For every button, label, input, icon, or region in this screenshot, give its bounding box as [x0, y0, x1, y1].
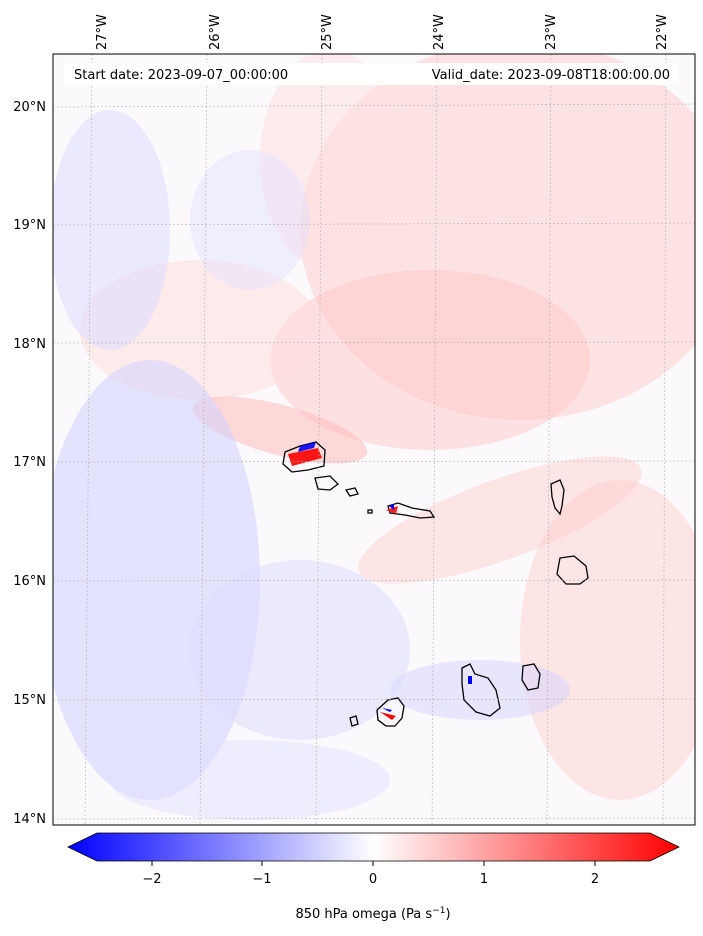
colorbar-body [67, 832, 680, 862]
colorbar-label: 850 hPa omega (Pa s−1) [295, 906, 450, 922]
colorbar-ticks [151, 861, 596, 866]
omega-field [53, 54, 695, 825]
colorbar-tick-label: −1 [252, 872, 271, 887]
colorbar-tick-label: 1 [480, 872, 488, 887]
lon-axis: 27°W 26°W 25°W 24°W 23°W 22°W [95, 14, 670, 50]
lon-tick-label: 22°W [655, 14, 670, 50]
colorbar: −2 −1 0 1 2 850 hPa omega (Pa s−1) [67, 832, 680, 922]
lon-tick-label: 25°W [320, 14, 335, 50]
colorbar-tick-label: −2 [142, 872, 161, 887]
lat-tick-label: 19°N [13, 218, 46, 233]
coastlines [282, 441, 589, 727]
lat-tick-label: 17°N [13, 455, 46, 470]
lat-axis: 20°N 19°N 18°N 17°N 16°N 15°N 14°N [13, 100, 46, 827]
graticule [53, 54, 695, 825]
lat-tick-label: 18°N [13, 337, 46, 352]
colorbar-tick-label: 2 [591, 872, 599, 887]
colorbar-tick-label: 0 [369, 872, 377, 887]
lat-tick-label: 16°N [13, 574, 46, 589]
lat-tick-label: 14°N [13, 812, 46, 827]
lat-tick-label: 20°N [13, 100, 46, 115]
lon-tick-label: 26°W [208, 14, 223, 50]
lat-tick-label: 15°N [13, 693, 46, 708]
valid-date-label: Valid_date: 2023-09-08T18:00:00.00 [432, 68, 670, 83]
lon-tick-label: 24°W [432, 14, 447, 50]
lon-tick-label: 27°W [95, 14, 110, 50]
lon-tick-label: 23°W [544, 14, 559, 50]
map-frame [52, 53, 696, 826]
start-date-label: Start date: 2023-09-07_00:00:00 [74, 68, 288, 83]
header-box [64, 63, 678, 85]
